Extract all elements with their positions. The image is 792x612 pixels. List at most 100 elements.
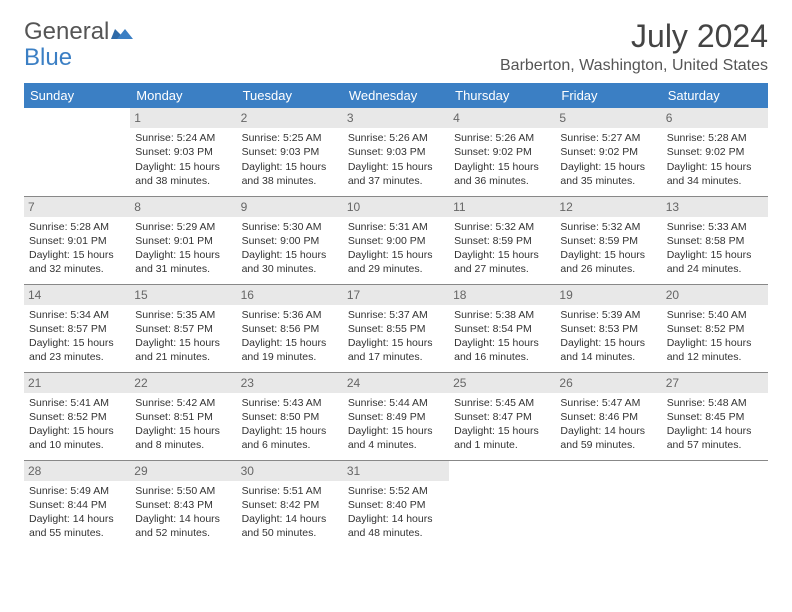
day-header: Sunday bbox=[24, 83, 130, 108]
sunset-text: Sunset: 8:59 PM bbox=[560, 234, 656, 248]
sunrise-text: Sunrise: 5:47 AM bbox=[560, 396, 656, 410]
month-title: July 2024 bbox=[500, 18, 768, 55]
daylight-text: Daylight: 14 hours and 48 minutes. bbox=[348, 512, 444, 540]
sunrise-text: Sunrise: 5:40 AM bbox=[667, 308, 763, 322]
calendar-cell bbox=[24, 108, 130, 196]
calendar-head: SundayMondayTuesdayWednesdayThursdayFrid… bbox=[24, 83, 768, 108]
sunset-text: Sunset: 9:02 PM bbox=[454, 145, 550, 159]
title-block: July 2024 Barberton, Washington, United … bbox=[500, 18, 768, 75]
daylight-text: Daylight: 15 hours and 16 minutes. bbox=[454, 336, 550, 364]
sunset-text: Sunset: 8:46 PM bbox=[560, 410, 656, 424]
sunset-text: Sunset: 8:40 PM bbox=[348, 498, 444, 512]
sunrise-text: Sunrise: 5:39 AM bbox=[560, 308, 656, 322]
day-header: Thursday bbox=[449, 83, 555, 108]
calendar-cell: 28Sunrise: 5:49 AMSunset: 8:44 PMDayligh… bbox=[24, 460, 130, 548]
sunrise-text: Sunrise: 5:30 AM bbox=[242, 220, 338, 234]
day-number: 9 bbox=[237, 197, 343, 217]
sunset-text: Sunset: 9:01 PM bbox=[29, 234, 125, 248]
daylight-text: Daylight: 14 hours and 50 minutes. bbox=[242, 512, 338, 540]
calendar-week: 14Sunrise: 5:34 AMSunset: 8:57 PMDayligh… bbox=[24, 284, 768, 372]
daylight-text: Daylight: 15 hours and 1 minute. bbox=[454, 424, 550, 452]
calendar-cell: 9Sunrise: 5:30 AMSunset: 9:00 PMDaylight… bbox=[237, 196, 343, 284]
day-number: 28 bbox=[24, 461, 130, 481]
day-number: 30 bbox=[237, 461, 343, 481]
sunset-text: Sunset: 8:57 PM bbox=[135, 322, 231, 336]
calendar-cell bbox=[662, 460, 768, 548]
day-number: 6 bbox=[662, 108, 768, 128]
sunset-text: Sunset: 8:59 PM bbox=[454, 234, 550, 248]
sunset-text: Sunset: 8:58 PM bbox=[667, 234, 763, 248]
calendar-cell: 1Sunrise: 5:24 AMSunset: 9:03 PMDaylight… bbox=[130, 108, 236, 196]
day-number: 4 bbox=[449, 108, 555, 128]
day-header: Wednesday bbox=[343, 83, 449, 108]
day-number: 3 bbox=[343, 108, 449, 128]
calendar-cell: 16Sunrise: 5:36 AMSunset: 8:56 PMDayligh… bbox=[237, 284, 343, 372]
daylight-text: Daylight: 15 hours and 35 minutes. bbox=[560, 160, 656, 188]
daylight-text: Daylight: 15 hours and 24 minutes. bbox=[667, 248, 763, 276]
sunrise-text: Sunrise: 5:34 AM bbox=[29, 308, 125, 322]
day-number: 15 bbox=[130, 285, 236, 305]
sunrise-text: Sunrise: 5:42 AM bbox=[135, 396, 231, 410]
day-number: 23 bbox=[237, 373, 343, 393]
sunset-text: Sunset: 8:51 PM bbox=[135, 410, 231, 424]
location-text: Barberton, Washington, United States bbox=[500, 57, 768, 75]
daylight-text: Daylight: 15 hours and 19 minutes. bbox=[242, 336, 338, 364]
calendar-cell bbox=[555, 460, 661, 548]
daylight-text: Daylight: 14 hours and 55 minutes. bbox=[29, 512, 125, 540]
daylight-text: Daylight: 15 hours and 37 minutes. bbox=[348, 160, 444, 188]
calendar-cell: 21Sunrise: 5:41 AMSunset: 8:52 PMDayligh… bbox=[24, 372, 130, 460]
daylight-text: Daylight: 15 hours and 10 minutes. bbox=[29, 424, 125, 452]
sunset-text: Sunset: 8:55 PM bbox=[348, 322, 444, 336]
calendar-cell: 20Sunrise: 5:40 AMSunset: 8:52 PMDayligh… bbox=[662, 284, 768, 372]
daylight-text: Daylight: 15 hours and 17 minutes. bbox=[348, 336, 444, 364]
day-number: 18 bbox=[449, 285, 555, 305]
sunset-text: Sunset: 8:44 PM bbox=[29, 498, 125, 512]
calendar-cell: 30Sunrise: 5:51 AMSunset: 8:42 PMDayligh… bbox=[237, 460, 343, 548]
sunset-text: Sunset: 8:45 PM bbox=[667, 410, 763, 424]
daylight-text: Daylight: 15 hours and 31 minutes. bbox=[135, 248, 231, 276]
calendar-cell: 5Sunrise: 5:27 AMSunset: 9:02 PMDaylight… bbox=[555, 108, 661, 196]
sunset-text: Sunset: 9:01 PM bbox=[135, 234, 231, 248]
sunset-text: Sunset: 8:49 PM bbox=[348, 410, 444, 424]
daylight-text: Daylight: 14 hours and 59 minutes. bbox=[560, 424, 656, 452]
daylight-text: Daylight: 15 hours and 23 minutes. bbox=[29, 336, 125, 364]
sunset-text: Sunset: 8:52 PM bbox=[667, 322, 763, 336]
sunrise-text: Sunrise: 5:41 AM bbox=[29, 396, 125, 410]
sunrise-text: Sunrise: 5:28 AM bbox=[29, 220, 125, 234]
calendar-cell: 3Sunrise: 5:26 AMSunset: 9:03 PMDaylight… bbox=[343, 108, 449, 196]
sunset-text: Sunset: 8:56 PM bbox=[242, 322, 338, 336]
calendar-cell bbox=[449, 460, 555, 548]
daylight-text: Daylight: 15 hours and 27 minutes. bbox=[454, 248, 550, 276]
calendar-cell: 13Sunrise: 5:33 AMSunset: 8:58 PMDayligh… bbox=[662, 196, 768, 284]
sunrise-text: Sunrise: 5:48 AM bbox=[667, 396, 763, 410]
sunrise-text: Sunrise: 5:45 AM bbox=[454, 396, 550, 410]
calendar-cell: 4Sunrise: 5:26 AMSunset: 9:02 PMDaylight… bbox=[449, 108, 555, 196]
calendar-cell: 10 Sunrise: 5:31 AMSunset: 9:00 PMDayligh… bbox=[343, 196, 449, 284]
daylight-text: Daylight: 15 hours and 6 minutes. bbox=[242, 424, 338, 452]
sunset-text: Sunset: 8:50 PM bbox=[242, 410, 338, 424]
calendar-cell: 6Sunrise: 5:28 AMSunset: 9:02 PMDaylight… bbox=[662, 108, 768, 196]
calendar-cell: 27Sunrise: 5:48 AMSunset: 8:45 PMDayligh… bbox=[662, 372, 768, 460]
day-number: 5 bbox=[555, 108, 661, 128]
calendar-cell: 22Sunrise: 5:42 AMSunset: 8:51 PMDayligh… bbox=[130, 372, 236, 460]
calendar-cell: 29Sunrise: 5:50 AMSunset: 8:43 PMDayligh… bbox=[130, 460, 236, 548]
daylight-text: Daylight: 15 hours and 30 minutes. bbox=[242, 248, 338, 276]
sunrise-text: Sunrise: 5:50 AM bbox=[135, 484, 231, 498]
daylight-text: Daylight: 15 hours and 29 minutes. bbox=[348, 248, 444, 276]
calendar-week: 7Sunrise: 5:28 AMSunset: 9:01 PMDaylight… bbox=[24, 196, 768, 284]
daylight-text: Daylight: 14 hours and 57 minutes. bbox=[667, 424, 763, 452]
sunrise-text: Sunrise: 5:31 AM bbox=[348, 220, 444, 234]
calendar-cell: 24Sunrise: 5:44 AMSunset: 8:49 PMDayligh… bbox=[343, 372, 449, 460]
calendar-week: 1Sunrise: 5:24 AMSunset: 9:03 PMDaylight… bbox=[24, 108, 768, 196]
sunset-text: Sunset: 9:00 PM bbox=[348, 234, 444, 248]
sunrise-text: Sunrise: 5:52 AM bbox=[348, 484, 444, 498]
flag-icon bbox=[111, 23, 135, 41]
day-number: 10 bbox=[343, 197, 449, 217]
day-number: 12 bbox=[555, 197, 661, 217]
day-number: 19 bbox=[555, 285, 661, 305]
sunset-text: Sunset: 8:47 PM bbox=[454, 410, 550, 424]
sunrise-text: Sunrise: 5:38 AM bbox=[454, 308, 550, 322]
calendar-cell: 7Sunrise: 5:28 AMSunset: 9:01 PMDaylight… bbox=[24, 196, 130, 284]
calendar-cell: 11Sunrise: 5:32 AMSunset: 8:59 PMDayligh… bbox=[449, 196, 555, 284]
daylight-text: Daylight: 15 hours and 38 minutes. bbox=[242, 160, 338, 188]
